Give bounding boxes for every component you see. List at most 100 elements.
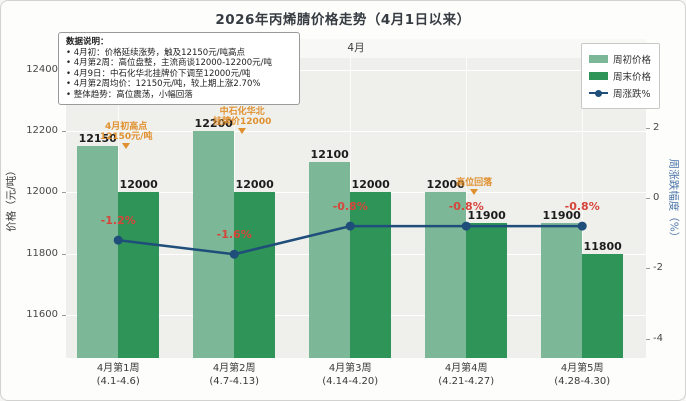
right-axis-tick-label: -4: [653, 332, 663, 344]
x-tick-range: (4.21-4.27): [438, 376, 495, 387]
right-axis-tickmark: [646, 268, 650, 270]
left-axis-tick-label: 11600: [26, 309, 58, 321]
left-axis-title: 价格（元/吨）: [5, 165, 18, 232]
notes-header: 数据说明：: [66, 37, 109, 47]
change-line: [113, 221, 587, 259]
change-pct-label: -1.2%: [100, 214, 136, 228]
left-axis-tickmark: [62, 192, 66, 194]
right-axis-tickmark: [646, 197, 650, 199]
legend-item-周涨跌%[interactable]: 周涨跌%: [589, 86, 651, 100]
x-axis-tick-label: 4月第1周 (4.1-4.6): [53, 362, 183, 388]
note-item: • 整体趋势：高位震荡，小幅回落: [66, 89, 193, 100]
week-end-value-label: 11800: [583, 239, 622, 253]
left-axis-tick-label: 11800: [26, 247, 58, 259]
right-axis-tick-label: 2: [653, 121, 660, 133]
legend-swatch: [589, 72, 608, 80]
week-start-bar: [193, 131, 235, 358]
week-end-value-label: 12000: [119, 178, 158, 192]
x-axis-tick-label: 4月第2周 (4.7-4.13): [169, 362, 299, 388]
week-end-bar: [118, 192, 160, 358]
legend-label: 周末价格: [613, 72, 652, 83]
change-line-marker: [577, 221, 587, 231]
week-start-value-label: 12150: [78, 132, 117, 146]
event-annotation-line: 中石化华北: [219, 107, 265, 118]
change-pct-label: -0.8%: [448, 200, 484, 214]
note-item: • 4月第2周均价：12150元/吨，较上期上涨2.70%: [66, 79, 261, 89]
change-line-marker: [113, 235, 123, 245]
legend-label: 周涨跌%: [613, 89, 651, 100]
event-annotation: 高位回落: [419, 178, 529, 196]
week-end-bar: [466, 223, 508, 358]
legend-item-周末价格[interactable]: 周末价格: [589, 69, 651, 83]
x-tick-week: 4月第1周: [96, 363, 140, 374]
left-axis-tickmark: [62, 315, 66, 317]
change-pct-label: -0.8%: [332, 200, 368, 214]
event-annotation-line: 高位回落: [456, 178, 493, 189]
left-axis-tick-label: 12200: [26, 125, 58, 137]
right-axis-tick-label: -2: [653, 262, 663, 274]
chart-title: 2026年丙烯腈价格走势（4月1日以来）: [215, 12, 471, 28]
legend-label: 周初价格: [613, 55, 652, 66]
week-end-bar: [582, 253, 624, 358]
week-start-value-label: 12200: [194, 117, 233, 131]
change-line-marker: [229, 249, 239, 259]
week-start-value-label: 12100: [310, 147, 349, 161]
week-end-bar: [350, 192, 392, 358]
week-start-value-label: 11900: [542, 209, 581, 223]
week-start-value-label: 12000: [426, 178, 465, 192]
x-tick-range: (4.28-4.30): [554, 376, 611, 387]
event-annotation-line: 12150元/吨: [99, 132, 153, 143]
left-axis-tick-label: 12400: [26, 63, 58, 75]
week-end-value-label: 12000: [235, 178, 274, 192]
week-end-value-label: 12000: [351, 178, 390, 192]
left-axis-tickmark: [62, 131, 66, 133]
h-gridline: [66, 131, 646, 133]
change-pct-label: -1.6%: [216, 228, 252, 242]
down-arrow-icon: [122, 143, 131, 150]
legend-item-周初价格[interactable]: 周初价格: [589, 52, 651, 66]
week-start-bar: [541, 223, 583, 358]
x-tick-week: 4月第4周: [444, 363, 488, 374]
legend-swatch: [589, 55, 608, 63]
event-annotation-line: 4月初高点: [105, 122, 148, 133]
left-axis-tickmark: [62, 253, 66, 255]
right-axis-tickmark: [646, 338, 650, 340]
h-gridline: [66, 69, 646, 71]
change-line-marker: [461, 221, 471, 231]
down-arrow-icon: [470, 189, 479, 196]
right-axis-tickmark: [646, 127, 650, 129]
data-notes-box: 数据说明： • 4月初：价格延续涨势，触及12150元/吨高点 • 4月第2周：高…: [58, 32, 300, 105]
week-end-bar: [234, 192, 276, 358]
legend: 周初价格周末价格周涨跌%: [581, 43, 661, 109]
v-gridline: [582, 58, 584, 358]
x-tick-week: 4月第2周: [212, 363, 256, 374]
note-item: • 4月第2周：高位盘整，主流商谈12000-12200元/吨: [66, 58, 273, 68]
legend-line-swatch: [589, 89, 608, 97]
x-tick-range: (4.14-4.20): [322, 376, 379, 387]
week-start-bar: [77, 146, 119, 358]
x-axis-tick-label: 4月第4周 (4.21-4.27): [401, 362, 531, 388]
event-annotation: 4月初高点 12150元/吨: [71, 122, 181, 150]
week-end-value-label: 11900: [467, 209, 506, 223]
note-item: • 4月9日：中石化华北挂牌价下调至12000元/吨: [66, 68, 251, 79]
week-start-bar: [309, 161, 351, 358]
change-line-marker: [345, 221, 355, 231]
right-axis-tick-label: 0: [653, 191, 660, 203]
x-axis-tick-label: 4月第5周 (4.28-4.30): [517, 362, 647, 388]
x-axis-tick-label: 4月第3周 (4.14-4.20): [285, 362, 415, 388]
down-arrow-icon: [238, 128, 247, 135]
legend-line-dot: [595, 89, 602, 97]
note-item: • 4月初：价格延续涨势，触及12150元/吨高点: [66, 47, 246, 58]
v-gridline: [466, 58, 468, 358]
plot-area: 4月 12150 12000 -1.2% 12200 12000 -1.6% 12100 12…: [66, 39, 646, 358]
event-annotation-line: 挂牌价12000: [213, 117, 272, 128]
week-start-bar: [425, 192, 467, 358]
right-axis-title: 周涨跌幅度（%）: [667, 158, 680, 243]
x-tick-range: (4.1-4.6): [96, 376, 140, 387]
x-tick-week: 4月第3周: [328, 363, 372, 374]
x-tick-week: 4月第5周: [560, 363, 604, 374]
left-axis-tick-label: 12000: [26, 186, 58, 198]
x-tick-range: (4.7-4.13): [209, 376, 259, 387]
change-pct-label: -0.8%: [564, 200, 600, 214]
